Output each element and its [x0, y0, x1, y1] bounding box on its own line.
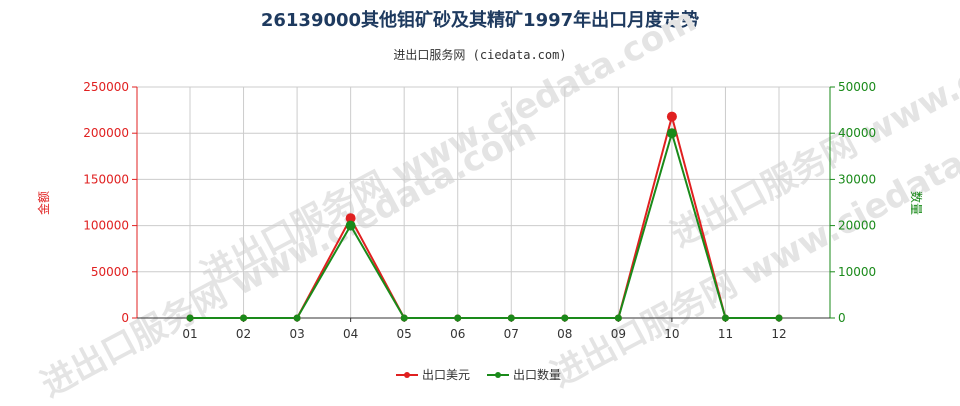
- y-left-tick-label: 200000: [83, 126, 129, 140]
- x-tick-label: 07: [504, 327, 519, 341]
- legend-marker-2: [495, 372, 501, 378]
- x-tick-label: 10: [664, 327, 679, 341]
- chart-subtitle: 进出口服务网 (ciedata.com): [393, 48, 567, 62]
- legend: 出口美元 出口数量: [396, 367, 561, 382]
- axes: [136, 87, 831, 319]
- x-tick-label: 11: [718, 327, 733, 341]
- y-right-tick-label: 50000: [838, 80, 876, 94]
- x-axis-ticks: 01 02 03 04 05 06 07 08 09 10 11 12: [182, 318, 787, 341]
- series-2-point: [345, 220, 356, 231]
- series-1-point: [345, 213, 356, 224]
- x-tick-label: 08: [557, 327, 572, 341]
- series-2-point: [400, 314, 408, 322]
- series-line-1: [190, 112, 779, 319]
- series-2-point: [721, 314, 729, 322]
- x-tick-label: 05: [397, 327, 412, 341]
- x-tick-label: 12: [771, 327, 786, 341]
- right-axis-ticks: 0 10000 20000 30000 40000 50000: [830, 80, 876, 325]
- x-tick-label: 02: [236, 327, 251, 341]
- y-axis-right-label: 数量: [909, 191, 924, 215]
- series-2-point: [614, 314, 622, 322]
- y-left-tick-label: 50000: [91, 265, 129, 279]
- series-2-point: [454, 314, 462, 322]
- y-right-tick-label: 30000: [838, 172, 876, 186]
- x-tick-label: 09: [611, 327, 626, 341]
- series-1-point: [666, 111, 677, 122]
- grid-lines: [136, 86, 831, 319]
- series-2-point: [240, 314, 248, 322]
- series-2-point: [561, 314, 569, 322]
- series-line-2: [190, 129, 779, 319]
- left-axis-ticks: 0 50000 100000 150000 200000 250000: [83, 80, 137, 325]
- x-tick-label: 01: [182, 327, 197, 341]
- x-tick-label: 06: [450, 327, 465, 341]
- legend-label-1: 出口美元: [422, 368, 470, 382]
- y-left-tick-label: 100000: [83, 219, 129, 233]
- series-lines: [190, 112, 779, 319]
- y-left-tick-label: 250000: [83, 80, 129, 94]
- y-left-tick-label: 0: [121, 311, 129, 325]
- series-2-point: [507, 314, 515, 322]
- series-2-point: [666, 128, 677, 139]
- y-axis-left-label: 金额: [36, 191, 51, 215]
- chart-title: 26139000其他钼矿砂及其精矿1997年出口月度走势: [260, 10, 700, 31]
- y-right-tick-label: 20000: [838, 219, 876, 233]
- series-points: [186, 111, 783, 322]
- y-right-tick-label: 10000: [838, 265, 876, 279]
- legend-label-2: 出口数量: [513, 367, 561, 382]
- y-left-tick-label: 150000: [83, 172, 129, 186]
- y-right-tick-label: 40000: [838, 126, 876, 140]
- x-tick-label: 03: [289, 327, 304, 341]
- x-tick-label: 04: [343, 327, 358, 341]
- series-2-point: [293, 314, 301, 322]
- series-2-point: [775, 314, 783, 322]
- y-right-tick-label: 0: [838, 311, 846, 325]
- series-2-point: [186, 314, 194, 322]
- legend-marker-1: [404, 372, 410, 378]
